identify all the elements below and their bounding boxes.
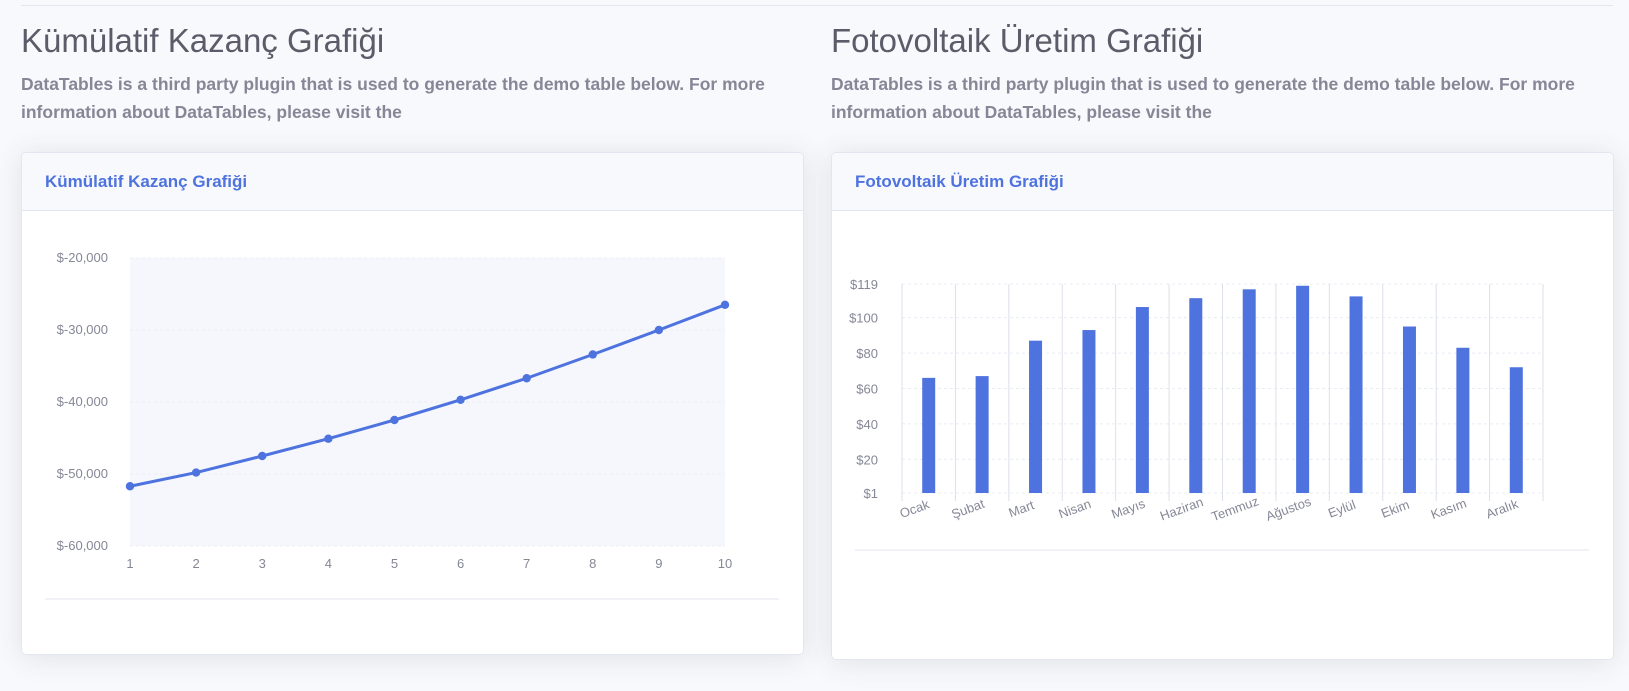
data-point xyxy=(324,434,333,443)
data-point xyxy=(258,451,267,461)
data-point xyxy=(720,300,730,309)
x-category-label: Ocak xyxy=(898,496,932,521)
page-description: DataTables is a third party plugin that … xyxy=(831,74,1575,122)
bar xyxy=(1349,296,1363,493)
y-tick-label: $-30,000 xyxy=(57,322,108,337)
bar xyxy=(1082,330,1096,493)
y-tick-label: $60 xyxy=(856,382,878,397)
bar xyxy=(1456,347,1470,493)
y-tick-label: $-40,000 xyxy=(57,394,108,409)
y-tick-label: $119 xyxy=(850,277,878,292)
bar xyxy=(1509,367,1523,493)
data-point xyxy=(125,482,135,491)
plot-background xyxy=(130,258,725,546)
bar xyxy=(922,377,936,493)
card-title: Fotovoltaik Üretim Grafiği xyxy=(855,171,1064,191)
x-tick-label: 6 xyxy=(457,556,464,571)
y-tick-label: $40 xyxy=(856,417,878,432)
bar xyxy=(1029,340,1043,493)
data-point xyxy=(654,325,664,335)
x-category-label: Mart xyxy=(1007,497,1037,520)
y-tick-label: $20 xyxy=(856,452,878,467)
card-title: Kümülatif Kazanç Grafiği xyxy=(45,171,248,191)
x-tick-label: 1 xyxy=(126,556,133,571)
series-line xyxy=(129,303,726,488)
top-divider xyxy=(21,5,1613,6)
bar xyxy=(1189,298,1203,493)
bar xyxy=(1296,285,1310,493)
x-category-label: Haziran xyxy=(1158,494,1205,523)
x-tick-label: 9 xyxy=(655,556,662,571)
y-tick-label: $-20,000 xyxy=(57,250,108,265)
cumulative-earnings-card: Kümülatif Kazanç Grafiği $-20,000 $-30,00… xyxy=(21,152,804,655)
y-tick-label: $100 xyxy=(849,311,878,326)
data-point xyxy=(522,374,531,383)
card-header: Kümülatif Kazanç Grafiği xyxy=(22,153,803,211)
data-point xyxy=(588,350,597,359)
x-tick-label: 2 xyxy=(192,556,199,571)
page-title: Kümülatif Kazanç Grafiği xyxy=(21,22,385,59)
y-tick-label: $1 xyxy=(864,486,878,501)
x-tick-label: 8 xyxy=(589,556,596,571)
x-category-label: Temmuz xyxy=(1209,493,1260,524)
x-tick-label: 4 xyxy=(325,556,332,571)
y-tick-label: $-50,000 xyxy=(57,466,108,481)
bar xyxy=(1135,307,1149,493)
y-tick-label: $80 xyxy=(856,346,878,361)
bar xyxy=(1402,326,1416,493)
y-tick-label: $-60,000 xyxy=(57,538,108,553)
x-tick-label: 3 xyxy=(259,556,266,571)
page-description: DataTables is a third party plugin that … xyxy=(21,74,765,122)
card-header: Fotovoltaik Üretim Grafiği xyxy=(832,153,1613,211)
pv-production-card: Fotovoltaik Üretim Grafiği $119 $100 $80 $6… xyxy=(831,152,1614,660)
bar xyxy=(1242,289,1256,493)
x-category-label: Eylül xyxy=(1326,497,1358,521)
x-tick-label: 5 xyxy=(391,556,398,571)
x-tick-label: 10 xyxy=(718,556,732,571)
data-point xyxy=(390,415,399,425)
bar xyxy=(975,376,989,493)
data-point xyxy=(191,468,201,477)
x-category-label: Ekim xyxy=(1379,497,1411,521)
x-tick-label: 7 xyxy=(523,556,530,571)
x-category-label: Ağustos xyxy=(1264,494,1314,524)
cumulative-earnings-chart: $-20,000 $-30,000 $-40,000 $-50,000 $-60,000… xyxy=(45,250,779,600)
page-title: Fotovoltaik Üretim Grafiği xyxy=(831,22,1204,59)
x-category-label: Kasım xyxy=(1429,495,1469,522)
data-point xyxy=(456,395,465,405)
x-category-label: Mayıs xyxy=(1109,496,1147,522)
